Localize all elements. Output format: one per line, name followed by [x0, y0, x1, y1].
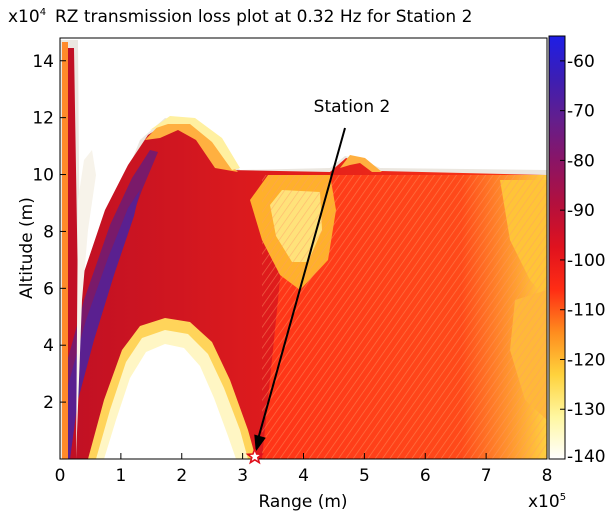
y-tick-label: 8 [43, 222, 54, 242]
heatmap-field [60, 40, 547, 459]
x-tick-label: 1 [115, 466, 126, 486]
colorbar-tick-label: -110 [567, 301, 606, 321]
colorbar-tick-label: -130 [567, 400, 606, 420]
second-hump-ring [340, 155, 382, 172]
colorbar-tick-label: -60 [567, 52, 595, 72]
upper-hump-ring [145, 118, 238, 172]
colorbar-tick-label: -100 [567, 251, 606, 271]
y-tick-label: 12 [32, 109, 54, 129]
upper-hump-ring-yellow [150, 116, 240, 170]
station-star-marker [245, 446, 265, 465]
y-tick-label: 14 [32, 52, 54, 72]
x-tick-label: 4 [298, 466, 309, 486]
x-tick-label: 6 [420, 466, 431, 486]
x-tick-label: 8 [542, 466, 553, 486]
y-exponent: x104 [8, 7, 46, 27]
annotation-arrowhead [254, 434, 266, 452]
interference-fringes [262, 175, 547, 459]
y-tick-label: 6 [43, 279, 54, 299]
colorbar-tick-label: -140 [567, 447, 606, 467]
purple-core [64, 190, 140, 459]
chart-title: RZ transmission loss plot at 0.32 Hz for… [55, 7, 472, 27]
y-tick-label: 2 [43, 393, 54, 413]
y-tick-label: 10 [32, 166, 54, 186]
colorbar-tick-label: -90 [567, 201, 595, 221]
x-tick-label: 2 [176, 466, 187, 486]
x-axis-ticks: 0 1 2 3 4 5 6 7 8 [55, 453, 553, 486]
colorbar-tick-label: -80 [567, 151, 595, 171]
x-axis-label: Range (m) [258, 492, 347, 512]
colorbar-tick-label: -120 [567, 350, 606, 370]
y-axis-label: Altitude (m) [17, 197, 37, 299]
x-exponent: x105 [528, 492, 566, 512]
annotation-label: Station 2 [314, 97, 391, 117]
x-tick-label: 3 [237, 466, 248, 486]
y-axis-ticks: 2 4 6 8 10 12 14 [32, 52, 66, 413]
colorbar-tick-label: -70 [567, 102, 595, 122]
x-tick-label: 5 [359, 466, 370, 486]
annotation-arrow [255, 127, 346, 444]
left-streak [62, 42, 68, 459]
left-shadow [76, 150, 96, 459]
colorbar-ticks: -60 -70 -80 -90 -100 -110 -120 -130 -140 [560, 52, 606, 467]
y-tick-label: 4 [43, 336, 54, 356]
shadow-zone-white [104, 344, 236, 459]
colorbar [548, 35, 566, 460]
x-tick-label: 0 [55, 466, 66, 486]
x-tick-label: 7 [481, 466, 492, 486]
